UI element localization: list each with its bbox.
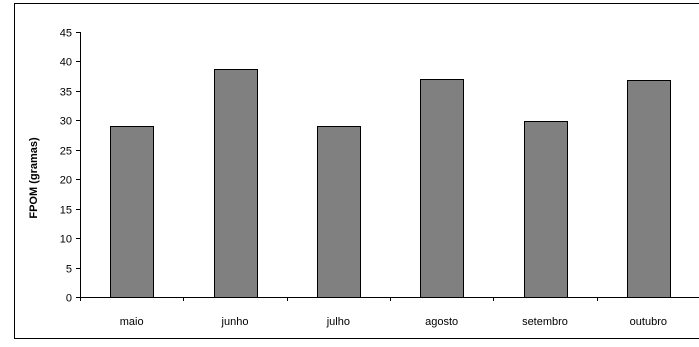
y-tick-label: 5 xyxy=(66,264,72,276)
y-tick-label: 15 xyxy=(60,205,72,217)
y-tick-label: 0 xyxy=(66,293,72,305)
bar-outubro xyxy=(628,81,671,298)
bar-junho xyxy=(215,70,258,298)
x-tick-label: setembro xyxy=(522,316,568,328)
y-tick-label: 35 xyxy=(60,87,72,99)
bar-julho xyxy=(318,127,361,298)
y-tick-label: 20 xyxy=(60,175,72,187)
x-tick-label: junho xyxy=(221,316,249,328)
y-axis-title: FPOM (gramas) xyxy=(28,137,40,219)
x-tick-label: maio xyxy=(120,316,144,328)
y-tick-label: 10 xyxy=(60,234,72,246)
y-tick-label: 25 xyxy=(60,146,72,158)
bar-maio xyxy=(111,127,154,298)
x-tick-label: outubro xyxy=(630,316,667,328)
bar-setembro xyxy=(525,122,568,298)
y-tick-label: 40 xyxy=(60,57,72,69)
bar-agosto xyxy=(421,80,464,298)
x-tick-label: julho xyxy=(326,316,350,328)
y-tick-label: 30 xyxy=(60,116,72,128)
x-tick-label: agosto xyxy=(425,316,458,328)
y-tick-label: 45 xyxy=(60,28,72,40)
